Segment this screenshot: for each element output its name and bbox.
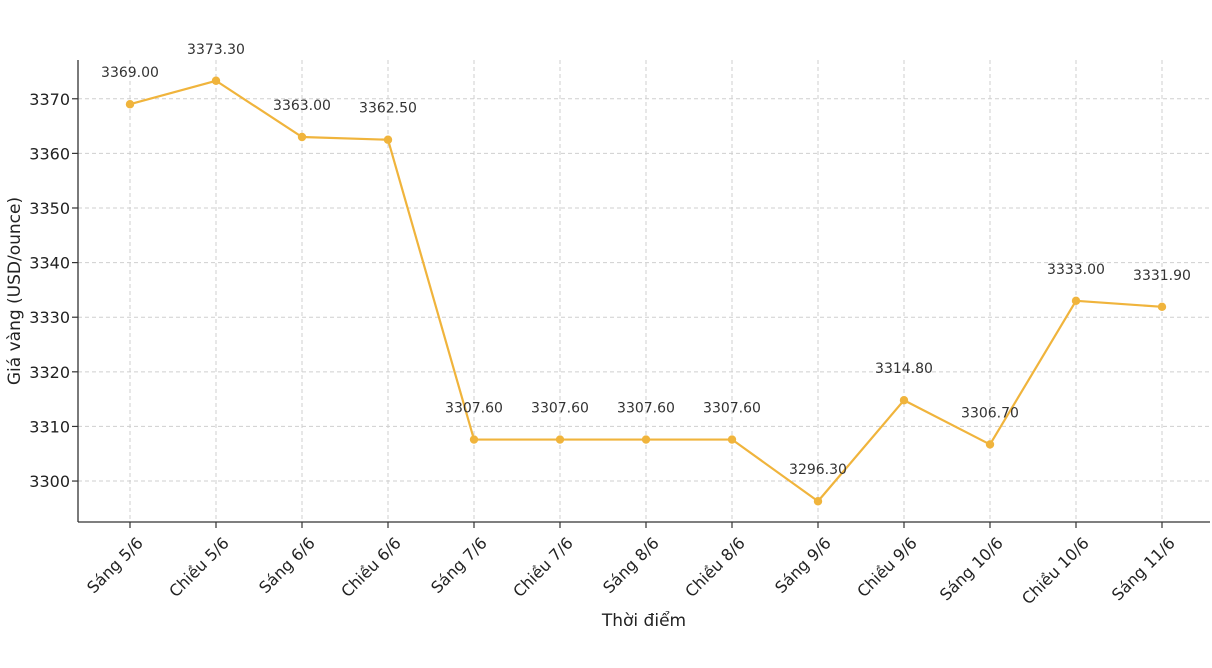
data-label: 3296.30 (789, 462, 847, 478)
y-tick-label: 3310 (29, 417, 70, 436)
data-label: 3362.50 (359, 101, 417, 117)
x-tick-label: Chiều 5/6 (165, 533, 233, 601)
grid (78, 60, 1210, 522)
x-axis-title: Thời điểm (601, 610, 686, 631)
x-tick-label: Sáng 8/6 (599, 533, 663, 597)
data-labels: 3369.00 3373.30 3363.00 3362.50 3307.60 3307.… (101, 42, 1191, 478)
data-label: 3307.60 (703, 401, 761, 417)
data-point (469, 435, 479, 444)
ticks: 3300 3310 3320 3330 3340 3350 3360 3370 Sáng 5/6… (29, 90, 1179, 608)
data-point (899, 396, 909, 405)
axes (77, 60, 1210, 523)
y-tick-label: 3370 (29, 90, 70, 109)
y-tick-label: 3320 (29, 363, 70, 382)
data-label: 3373.30 (187, 42, 245, 58)
data-label: 3307.60 (445, 401, 503, 417)
series (125, 76, 1167, 506)
data-point (727, 435, 737, 444)
data-point (211, 76, 221, 85)
data-label: 3306.70 (961, 405, 1019, 421)
data-label: 3314.80 (875, 361, 933, 377)
x-tick-label: Sáng 11/6 (1108, 533, 1179, 604)
data-point (985, 440, 995, 449)
y-tick-label: 3330 (29, 308, 70, 327)
data-label: 3307.60 (617, 401, 675, 417)
data-point (1157, 302, 1167, 312)
data-point (641, 435, 651, 444)
data-label: 3369.00 (101, 65, 159, 81)
x-tick-label: Sáng 5/6 (83, 533, 147, 597)
data-point (383, 135, 393, 144)
x-tick-label: Chiều 10/6 (1018, 533, 1093, 608)
x-tick-label: Chiều 6/6 (337, 533, 405, 601)
x-tick-label: Chiều 8/6 (681, 533, 749, 601)
y-axis-title: Giá vàng (USD/ounce) (5, 197, 25, 385)
x-tick-label: Sáng 7/6 (427, 533, 491, 597)
data-label: 3307.60 (531, 401, 589, 417)
data-point (555, 435, 565, 444)
y-tick-label: 3350 (29, 199, 70, 218)
x-tick-label: Chiều 7/6 (509, 533, 577, 601)
x-tick-label: Sáng 9/6 (771, 533, 835, 597)
data-point (1071, 296, 1081, 306)
data-point (813, 497, 823, 506)
x-tick-label: Sáng 10/6 (936, 533, 1007, 604)
y-tick-label: 3300 (29, 472, 70, 491)
data-point (297, 132, 307, 142)
y-tick-label: 3360 (29, 144, 70, 163)
y-tick-label: 3340 (29, 254, 70, 273)
data-point (125, 100, 135, 109)
data-label: 3333.00 (1047, 262, 1105, 278)
x-tick-label: Sáng 6/6 (255, 533, 319, 597)
data-label: 3331.90 (1133, 268, 1191, 284)
data-label: 3363.00 (273, 98, 331, 114)
x-tick-label: Chiều 9/6 (853, 533, 921, 601)
